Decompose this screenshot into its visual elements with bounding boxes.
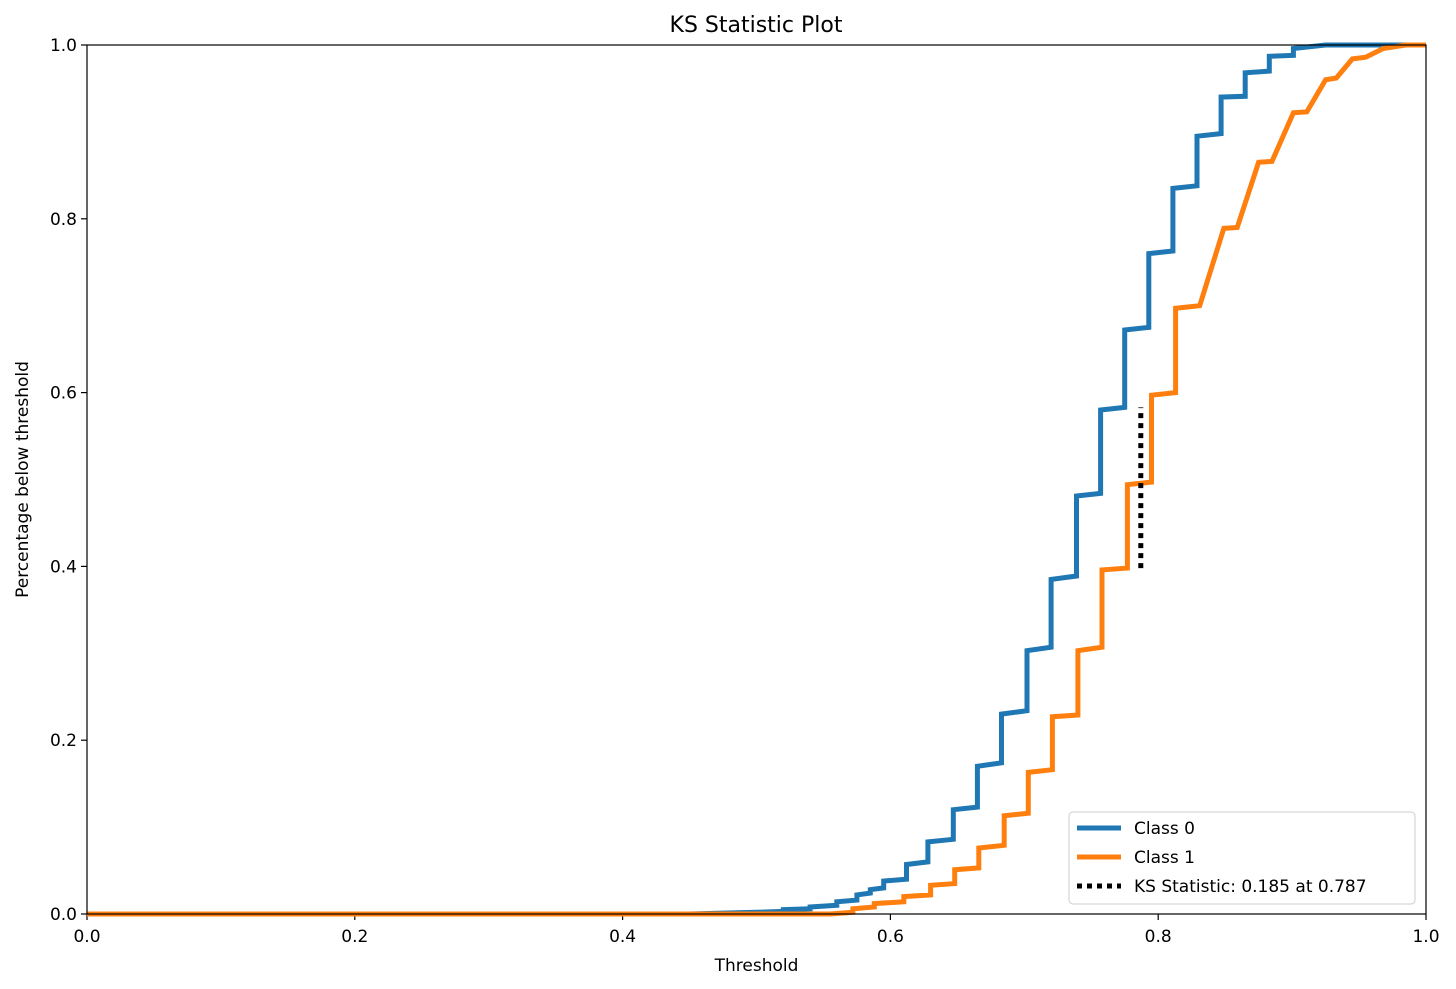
y-tick-label: 0.0	[50, 905, 77, 925]
x-tick-label: 0.4	[609, 927, 636, 947]
x-axis-ticks: 0.0 0.2 0.4 0.6 0.8 1.0	[73, 914, 1440, 947]
legend-box	[1068, 811, 1416, 905]
y-axis-ticks: 0.0 0.2 0.4 0.6 0.8 1.0	[50, 36, 87, 925]
y-axis-label: Percentage below threshold	[13, 361, 33, 598]
x-tick-label: 1.0	[1412, 927, 1439, 947]
legend-label-ks-statistic: KS Statistic: 0.185 at 0.787	[1134, 877, 1367, 897]
y-tick-label: 0.8	[50, 210, 77, 230]
y-tick-label: 0.2	[50, 731, 77, 751]
x-tick-label: 0.8	[1145, 927, 1172, 947]
series-line-class-1	[87, 42, 1426, 917]
chart-title: KS Statistic Plot	[670, 13, 843, 38]
series-line-class-0	[87, 42, 1426, 917]
x-tick-label: 0.6	[877, 927, 904, 947]
x-tick-label: 0.0	[73, 927, 100, 947]
legend-label-class-0: Class 0	[1134, 819, 1195, 839]
plot-area-frame	[86, 44, 1427, 915]
legend-label-class-1: Class 1	[1134, 848, 1195, 868]
y-tick-label: 0.6	[50, 384, 77, 404]
legend: Class 0 Class 1 KS Statistic: 0.185 at 0…	[1068, 811, 1416, 905]
x-tick-label: 0.2	[341, 927, 368, 947]
y-tick-label: 0.4	[50, 557, 77, 577]
x-axis-label: Threshold	[714, 956, 799, 976]
y-tick-label: 1.0	[50, 36, 77, 56]
plot-lines	[87, 42, 1426, 917]
